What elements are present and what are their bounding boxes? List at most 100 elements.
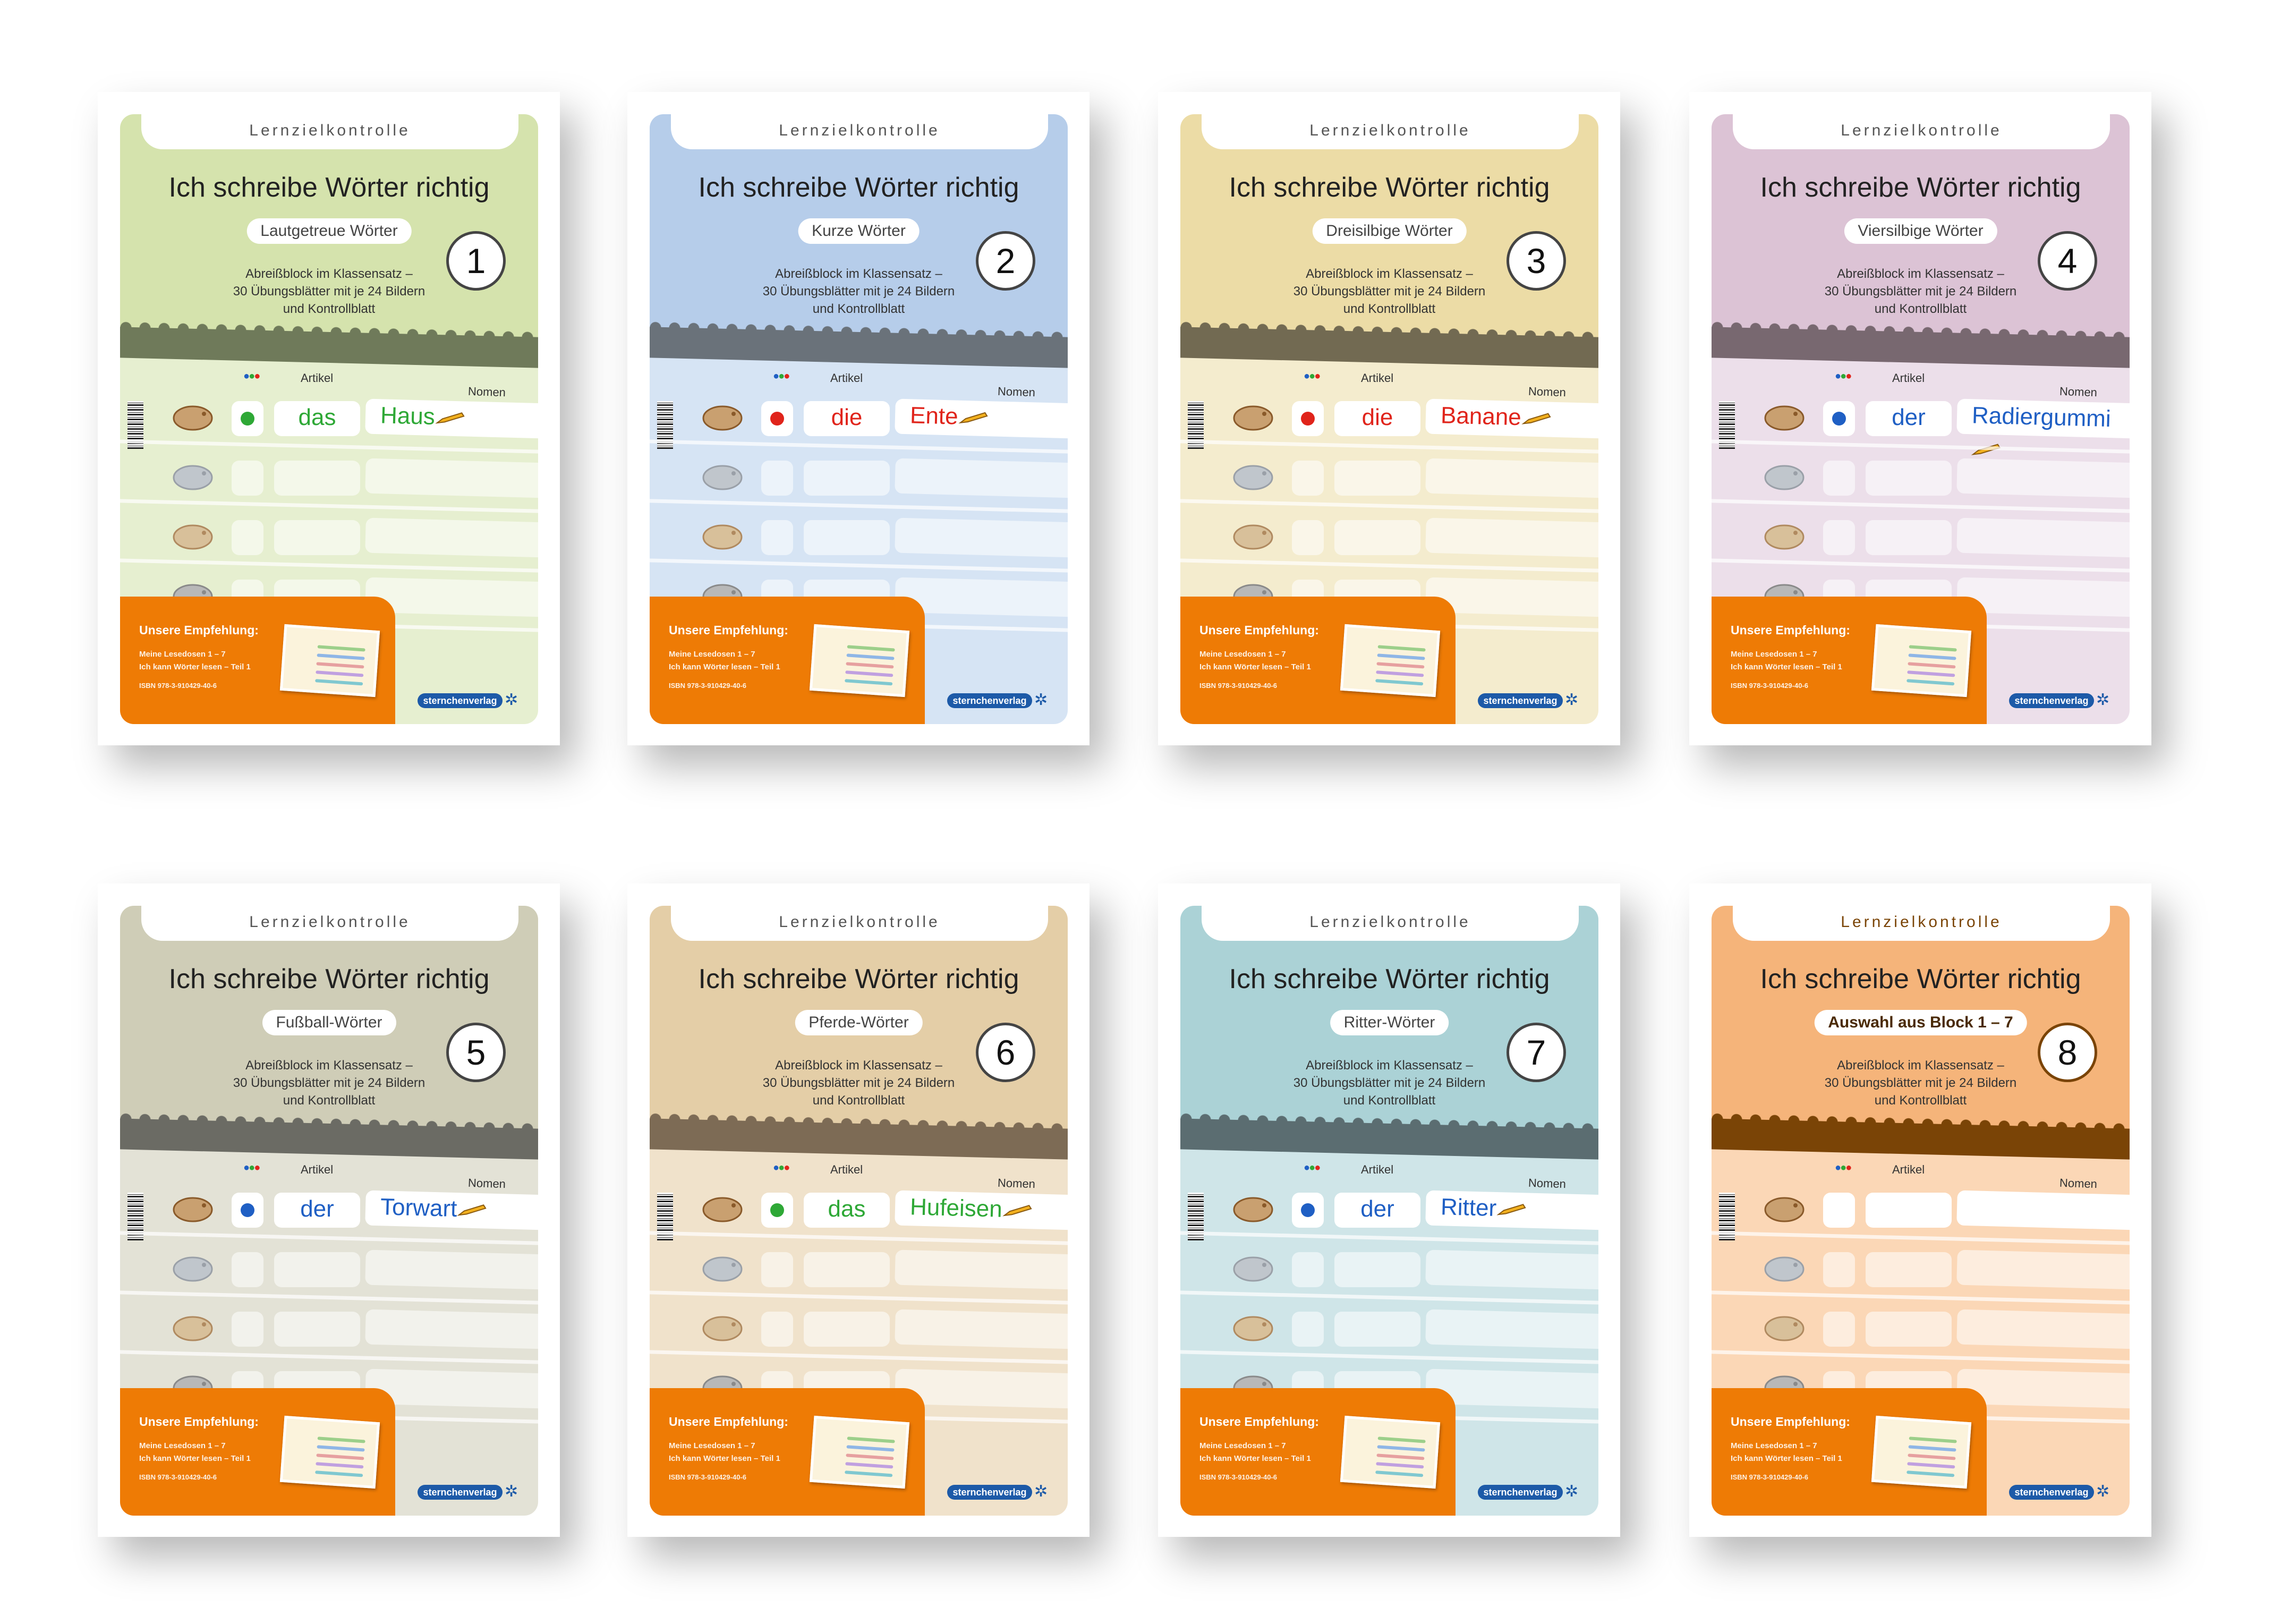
book-cover-2[interactable]: Lernzielkontrolle Ich schreibe Wörter ri… (627, 92, 1090, 745)
picture-icon (1233, 524, 1273, 550)
article-text: die (831, 404, 863, 430)
dot-box (1292, 1193, 1324, 1228)
publisher-logo: sternchenverlag (2009, 1485, 2094, 1500)
book-cover-8[interactable]: Lernzielkontrolle Ich schreibe Wörter ri… (1689, 883, 2151, 1537)
picture-icon (1233, 1256, 1273, 1282)
divider (1180, 1231, 1598, 1245)
exercise-row (650, 455, 1068, 514)
divider (1180, 439, 1598, 454)
artikel-label: Artikel (1361, 371, 1394, 385)
book-cover-4[interactable]: Lernzielkontrolle Ich schreibe Wörter ri… (1689, 92, 2151, 745)
noun-text: Ritter (1440, 1194, 1497, 1222)
desc-line: Abreißblock im Klassensatz – (775, 267, 942, 281)
recommendation-box: Unsere Empfehlung: Meine Lesedosen 1 – 7… (1712, 597, 1987, 724)
recommendation-box: Unsere Empfehlung: Meine Lesedosen 1 – 7… (120, 1388, 395, 1516)
publisher-logo: sternchenverlag (1478, 1485, 1563, 1500)
noun-box: Hufeisen (895, 1190, 1068, 1230)
article-text: der (300, 1196, 334, 1222)
article-box (1866, 520, 1952, 555)
color-dots-icon: ●●● (1835, 1162, 1852, 1174)
article-box: die (1334, 401, 1420, 436)
noun-box: Haus (365, 398, 538, 439)
noun-text: Torwart (380, 1194, 457, 1222)
cover-card: Lernzielkontrolle Ich schreibe Wörter ri… (1180, 114, 1598, 724)
recommendation-box: Unsere Empfehlung: Meine Lesedosen 1 – 7… (120, 597, 395, 724)
recommendation-line: Meine Lesedosen 1 – 7 (1731, 1441, 1817, 1450)
book-cover-6[interactable]: Lernzielkontrolle Ich schreibe Wörter ri… (627, 883, 1090, 1537)
divider (1180, 499, 1598, 513)
header-label: Lernzielkontrolle (1733, 906, 2110, 941)
divider (1712, 1231, 2130, 1245)
volume-number: 3 (1507, 231, 1566, 291)
subtitle-badge: Pferde-Wörter (795, 1010, 923, 1035)
article-text: der (1892, 404, 1926, 430)
divider (1712, 558, 2130, 573)
noun-box: Ritter (1425, 1190, 1598, 1230)
recommended-book-thumbnail (1871, 624, 1972, 698)
article-text: das (828, 1196, 866, 1222)
recommendation-line: Ich kann Wörter lesen – Teil 1 (1731, 1454, 1842, 1463)
artikel-label: Artikel (301, 1163, 334, 1176)
pencil-icon (1002, 1205, 1032, 1217)
exercise-row: das Hufeisen (650, 1187, 1068, 1246)
star-logo-icon: ✲ (505, 691, 518, 709)
volume-number: 1 (446, 231, 506, 291)
divider (1712, 1350, 2130, 1364)
article-box (804, 461, 890, 496)
description: Abreißblock im Klassensatz – 30 Übungsblä… (1712, 1057, 2130, 1109)
dot-box (1292, 1312, 1324, 1347)
star-logo-icon: ✲ (1565, 691, 1579, 709)
volume-number: 8 (2038, 1023, 2097, 1082)
divider (120, 1231, 538, 1245)
cover-card: Lernzielkontrolle Ich schreibe Wörter ri… (1712, 906, 2130, 1516)
dot-box (1292, 461, 1324, 496)
book-cover-1[interactable]: Lernzielkontrolle Ich schreibe Wörter ri… (98, 92, 560, 745)
color-dots-icon: ●●● (1304, 1162, 1321, 1174)
star-logo-icon: ✲ (1034, 691, 1048, 709)
recommendation-heading: Unsere Empfehlung: (139, 623, 259, 637)
artikel-label: Artikel (830, 371, 863, 385)
publisher-logo: sternchenverlag (2009, 693, 2094, 708)
description: Abreißblock im Klassensatz – 30 Übungsblä… (120, 1057, 538, 1109)
recommendation-heading: Unsere Empfehlung: (1199, 623, 1319, 637)
picture-icon (1233, 1197, 1273, 1222)
book-cover-7[interactable]: Lernzielkontrolle Ich schreibe Wörter ri… (1158, 883, 1620, 1537)
divider (1712, 439, 2130, 454)
dot-box (1292, 1252, 1324, 1287)
noun-box (1956, 517, 2130, 558)
dot-box (1823, 1193, 1855, 1228)
dot-box (1823, 520, 1855, 555)
noun-box (1425, 1309, 1598, 1349)
desc-line: und Kontrollblatt (812, 1093, 905, 1108)
noun-text: Banane (1440, 402, 1522, 431)
article-text: der (1360, 1196, 1394, 1222)
book-cover-3[interactable]: Lernzielkontrolle Ich schreibe Wörter ri… (1158, 92, 1620, 745)
dot-box (232, 1312, 263, 1347)
recommendation-isbn: ISBN 978-3-910429-40-6 (1199, 1473, 1277, 1481)
desc-line: 30 Übungsblätter mit je 24 Bildern (233, 284, 425, 299)
picture-icon (1764, 465, 1805, 490)
recommendation-line: Meine Lesedosen 1 – 7 (1199, 1441, 1286, 1450)
cover-title: Ich schreibe Wörter richtig (168, 172, 490, 203)
divider (650, 558, 1068, 573)
noun-box: Banane (1425, 398, 1598, 439)
cover-card: Lernzielkontrolle Ich schreibe Wörter ri… (650, 114, 1068, 724)
dot-box (1292, 401, 1324, 436)
cover-title: Ich schreibe Wörter richtig (168, 964, 490, 994)
perforation-band (1180, 1118, 1598, 1160)
picture-icon (702, 1197, 743, 1222)
volume-number: 2 (976, 231, 1035, 291)
color-dots-icon: ●●● (1835, 370, 1852, 382)
noun-box (895, 1249, 1068, 1290)
cover-title: Ich schreibe Wörter richtig (1229, 964, 1550, 994)
dot-box (761, 461, 793, 496)
noun-box (1956, 458, 2130, 498)
book-cover-5[interactable]: Lernzielkontrolle Ich schreibe Wörter ri… (98, 883, 560, 1537)
divider (120, 1350, 538, 1364)
article-box (274, 520, 360, 555)
noun-box (1425, 458, 1598, 498)
subtitle-badge: Auswahl aus Block 1 – 7 (1814, 1010, 2027, 1035)
exercise-row (1712, 1306, 2130, 1365)
gender-dot-icon (770, 1203, 784, 1218)
desc-line: Abreißblock im Klassensatz – (1306, 267, 1473, 281)
